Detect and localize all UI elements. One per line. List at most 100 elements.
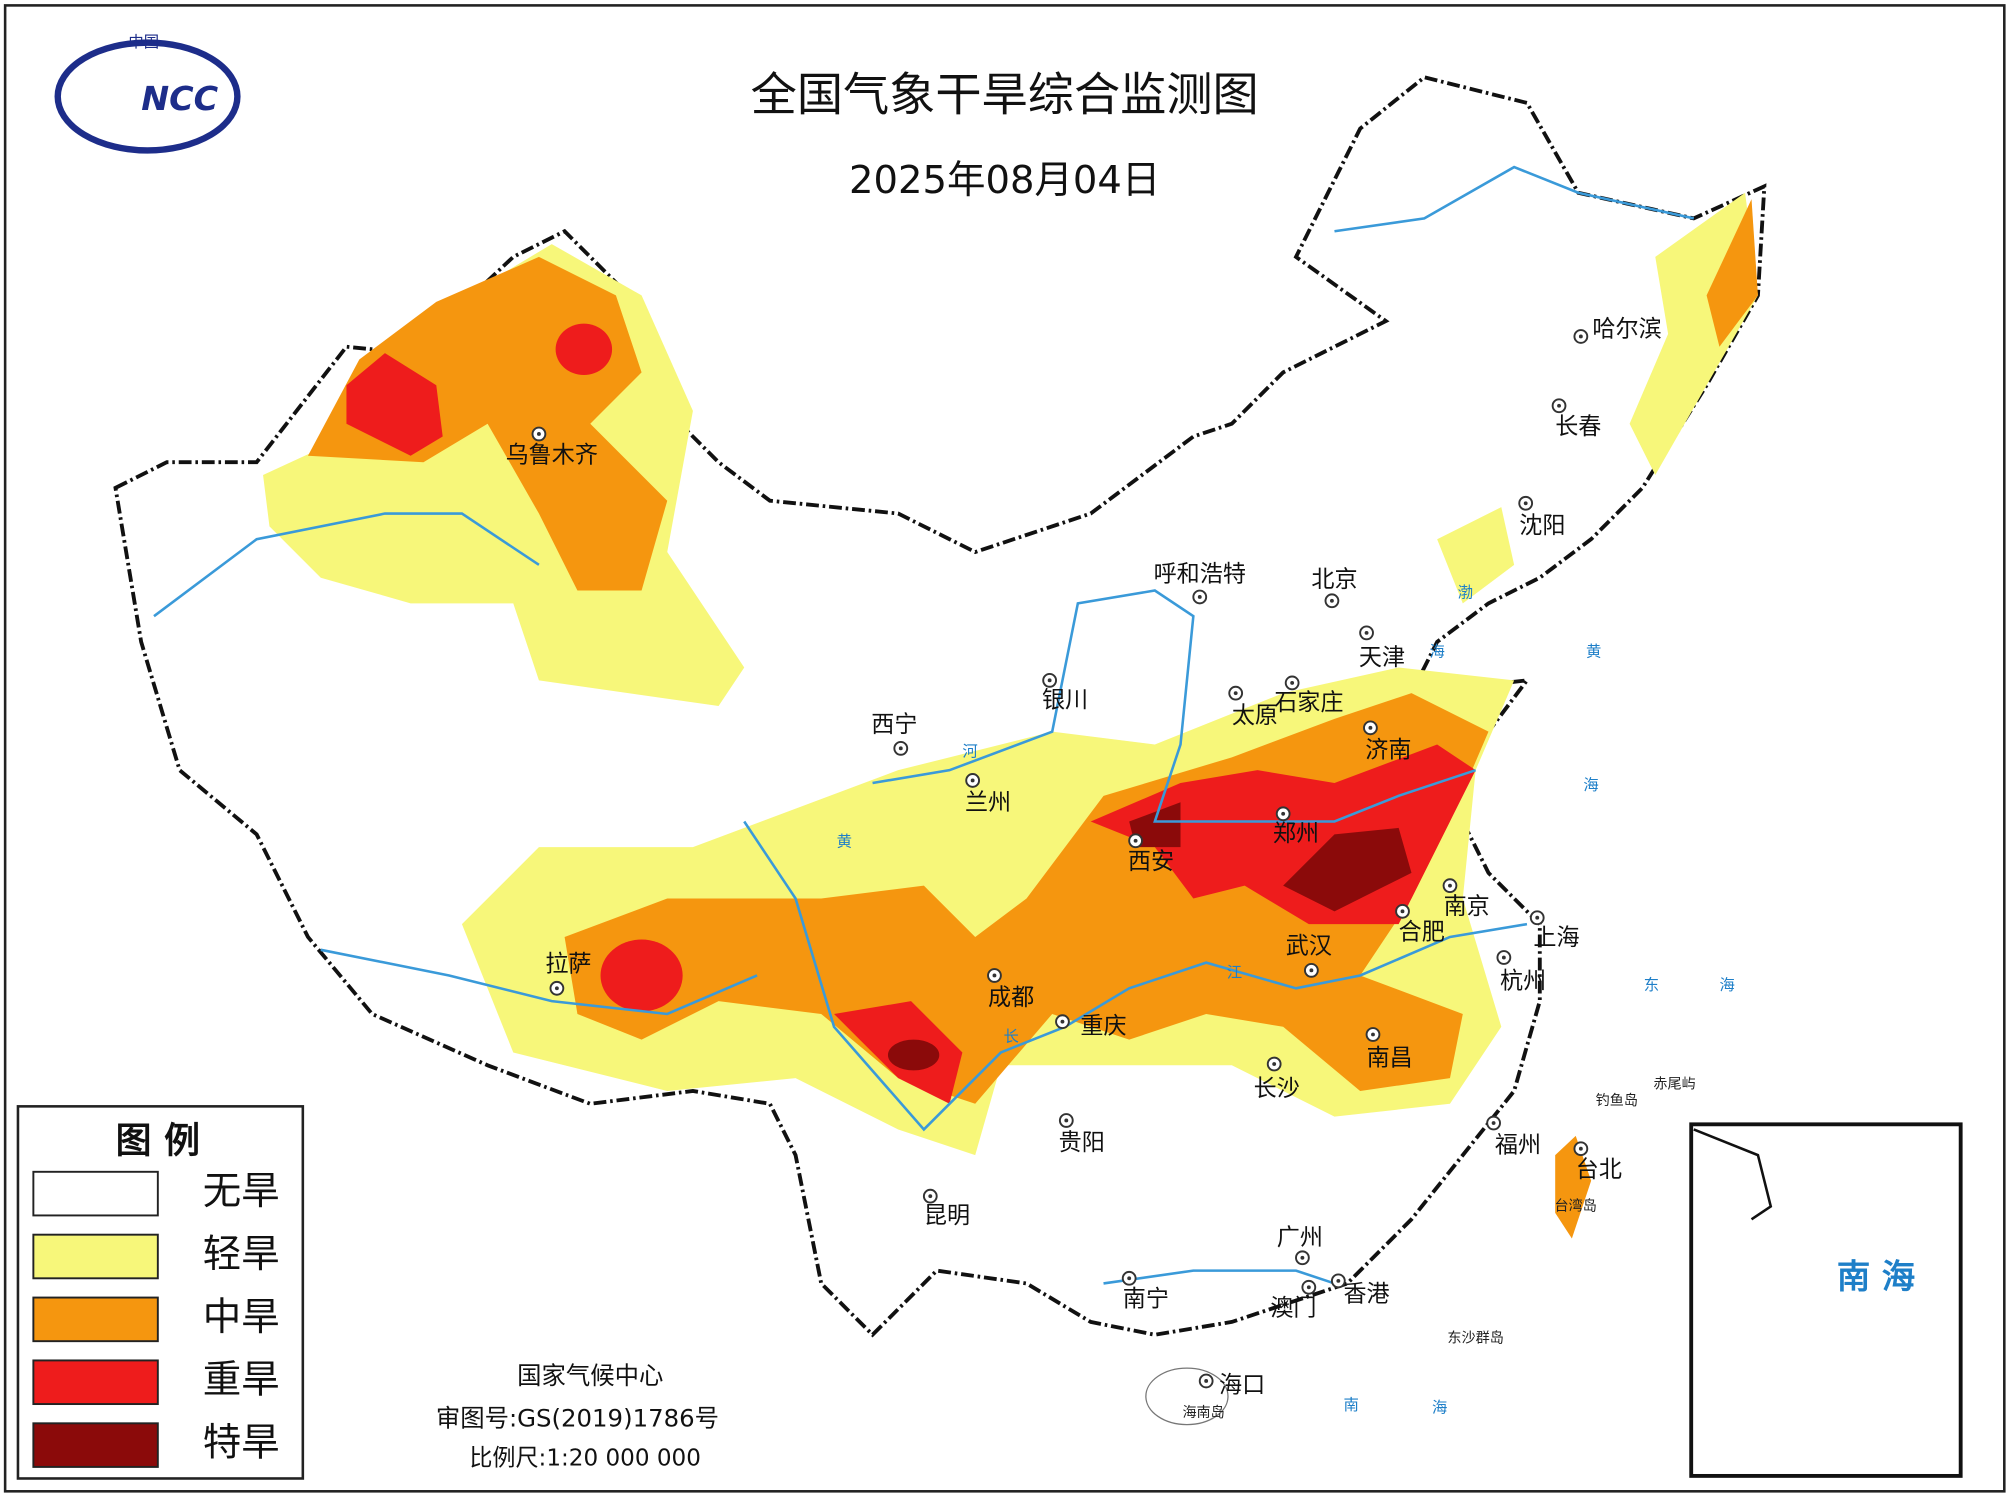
legend-label: 中旱 [203,1295,280,1340]
river [872,589,1477,823]
city-label: 上海 [1533,925,1579,951]
city-label: 西宁 [871,712,917,738]
water-label: 长 [1003,1028,1018,1046]
severe-area [600,939,683,1012]
footer-org: 国家气候中心 [517,1361,663,1390]
water-label: 黄 [837,833,852,851]
city-marker-dot [1060,1019,1065,1024]
city-marker-dot [1578,334,1583,339]
city-marker-dot [1309,968,1314,973]
city-marker-dot [1064,1118,1069,1123]
map-date: 2025年08月04日 [849,158,1160,203]
city-marker-dot [1127,1276,1132,1281]
city-label: 武汉 [1286,934,1332,960]
place-label: 东沙群岛 [1447,1331,1503,1347]
city-label: 长春 [1555,414,1601,440]
city-marker-dot [1557,403,1561,408]
water-label: 黄 [1586,643,1601,661]
legend-label: 无旱 [203,1169,280,1214]
city-marker-dot [537,432,541,436]
river [743,820,1528,1132]
water-label: 海 [1719,976,1734,994]
city-marker-dot [1133,838,1138,843]
footer-scale: 比例尺:1:20 000 000 [469,1446,701,1472]
city-marker-dot [1047,678,1052,683]
city-label: 济南 [1365,737,1411,763]
city-marker-dot [970,778,975,783]
logo: 中国 NCC [54,33,241,154]
city-marker-dot [1336,1278,1341,1283]
city-label: 太原 [1232,703,1278,729]
city-marker-dot [1523,501,1528,506]
city-label: 杭州 [1500,968,1546,994]
inset-label: 南 海 [1837,1257,1915,1296]
inset-coast [1693,1128,1773,1221]
city-marker-dot [1204,1379,1209,1383]
legend-swatch [32,1170,159,1217]
severe-area [555,323,613,375]
city-label: 沈阳 [1519,513,1565,539]
legend-title: 图 例 [116,1120,200,1161]
inset-box [1689,1122,1963,1478]
drought-areas [263,192,1758,1239]
river [1103,1269,1335,1285]
city-label: 郑州 [1273,821,1319,847]
place-label: 钓鱼岛 [1596,1092,1638,1109]
extreme-area [887,1039,940,1071]
city-label: 长沙 [1254,1076,1300,1102]
city-marker-dot [1233,691,1238,696]
city-label: 西安 [1128,849,1174,875]
city-marker-dot [1368,725,1373,730]
city-label: 哈尔滨 [1592,317,1661,343]
city-label: 北京 [1311,567,1357,593]
legend-label: 重旱 [203,1358,280,1403]
water-label: 河 [962,743,977,761]
city-label: 乌鲁木齐 [506,442,598,468]
river [1334,165,1695,233]
city-marker-dot [928,1194,933,1199]
city-label: 天津 [1359,645,1405,671]
water-label: 南 [1343,1396,1358,1414]
city-marker-dot [1364,630,1369,635]
city-label: 合肥 [1399,920,1445,946]
city-label: 银川 [1042,687,1088,713]
city-marker-dot [554,986,559,991]
moderate-area [1555,1135,1592,1239]
map-title: 全国气象干旱综合监测图 [751,67,1259,121]
city-label: 广州 [1277,1225,1323,1251]
severe-area [346,353,443,456]
legend-swatch [32,1359,159,1406]
city-marker-dot [1281,811,1286,816]
extreme-area [1129,802,1181,848]
logo-caption: 中国 [128,33,159,51]
place-label: 赤尾屿 [1653,1077,1695,1093]
river [320,948,758,1016]
city-label: 拉萨 [545,952,591,978]
logo-text: NCC [141,79,218,118]
place-label: 台湾岛 [1555,1197,1597,1214]
legend-swatch [32,1422,159,1468]
city-marker-dot [1501,955,1506,960]
moderate-area [1706,199,1758,347]
city-marker-dot [898,746,903,751]
city-marker-dot [1272,1062,1277,1066]
legend-swatch [32,1296,159,1343]
city-marker-dot [1491,1121,1496,1125]
city-label: 南昌 [1367,1045,1413,1071]
city-label: 台北 [1576,1157,1622,1183]
water-label: 东 [1644,976,1659,994]
water-label: 江 [1227,963,1242,981]
river [153,512,540,618]
city-marker-dot [1197,595,1202,599]
city-marker-dot [1371,1032,1375,1037]
legend-label: 特旱 [203,1421,280,1466]
city-label: 昆明 [924,1203,970,1229]
city-label: 海口 [1219,1373,1265,1399]
footer-review: 审图号:GS(2019)1786号 [436,1403,719,1432]
city-label: 南宁 [1123,1287,1169,1313]
city-marker-dot [1329,598,1334,603]
city-marker-dot [1535,915,1540,920]
